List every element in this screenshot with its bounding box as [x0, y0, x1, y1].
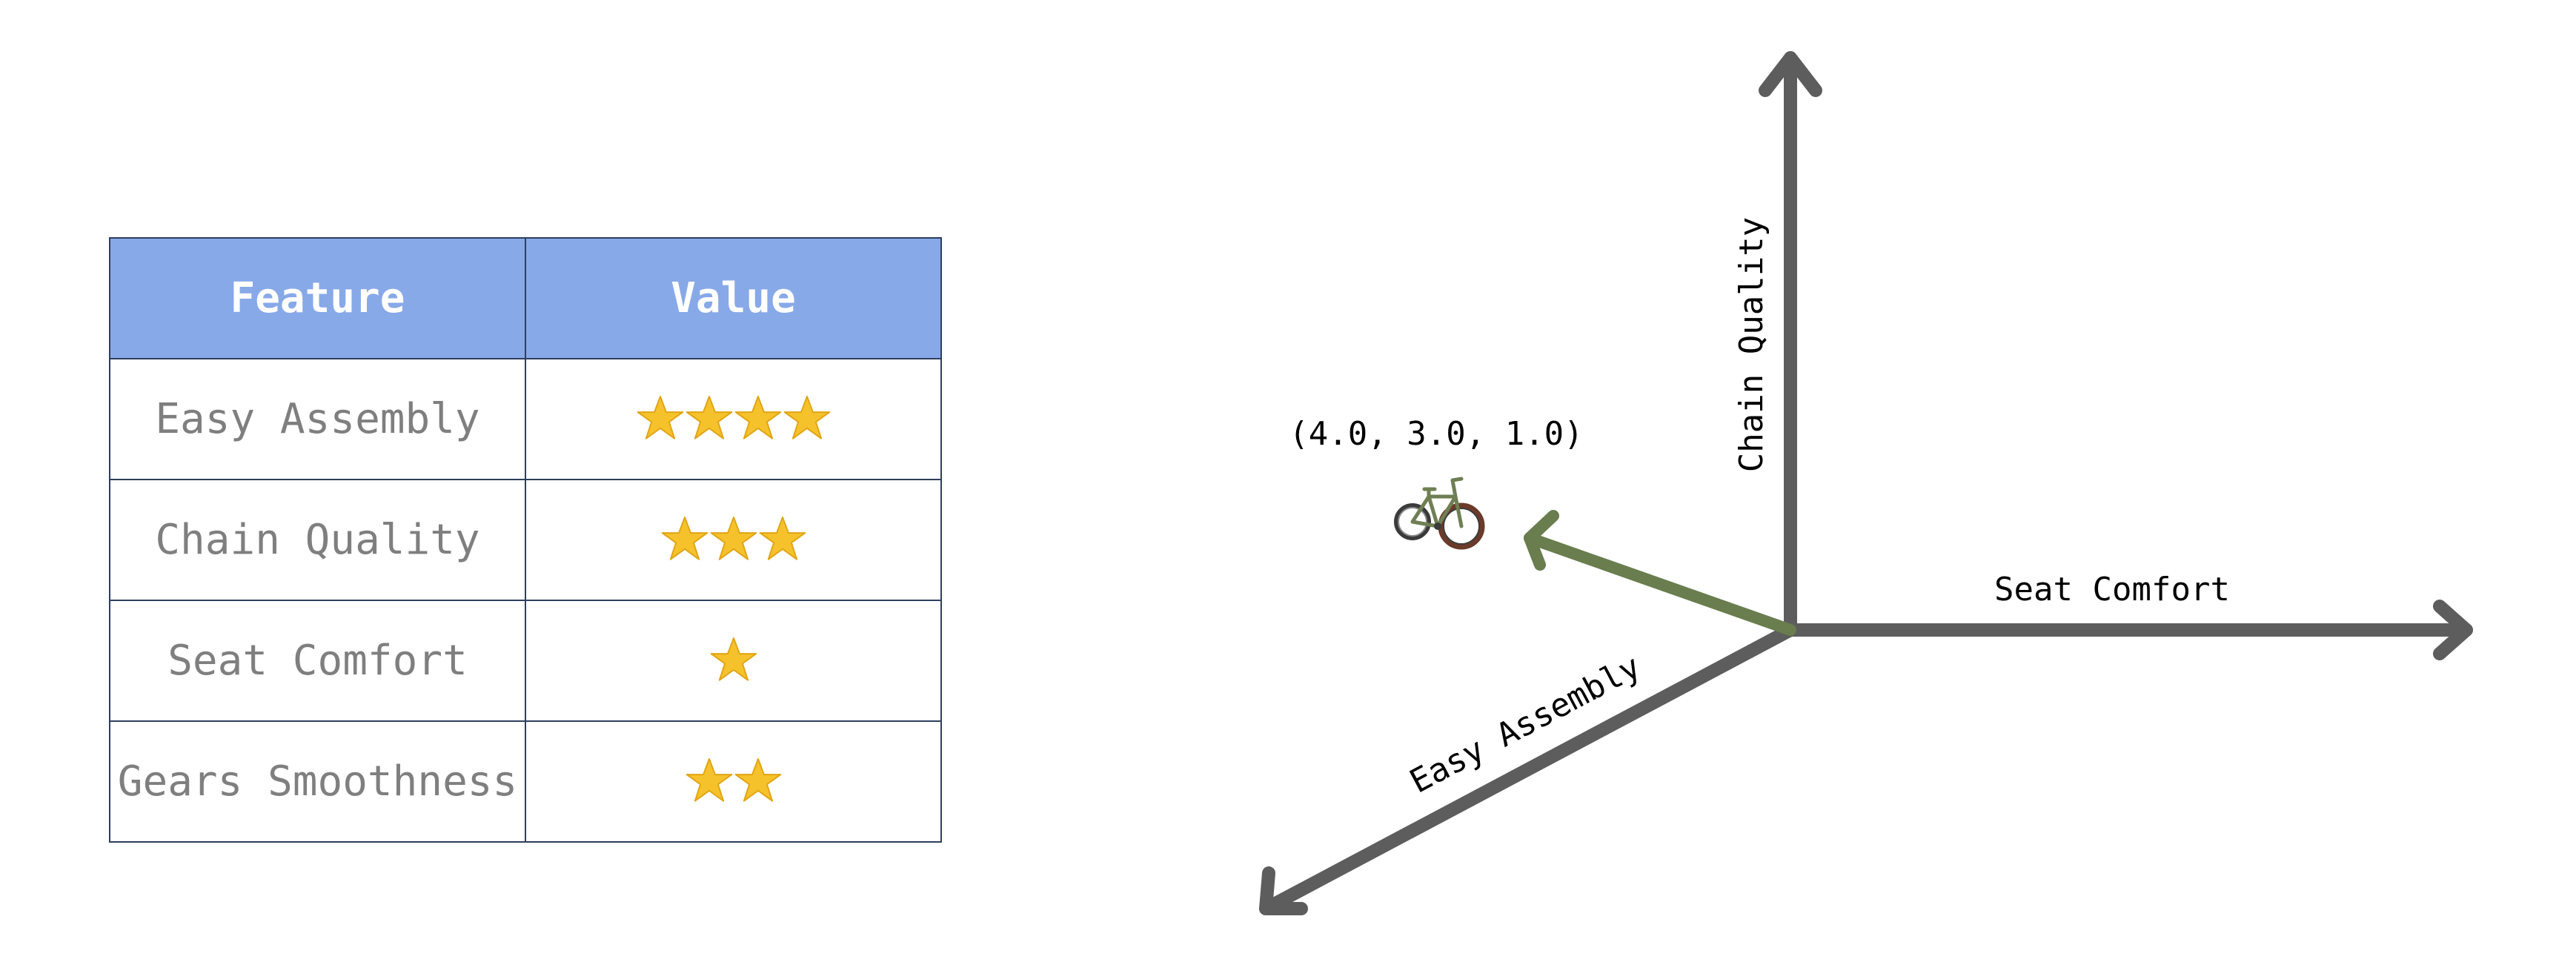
vector-line [1524, 532, 1796, 636]
axes [1259, 51, 2473, 915]
star-icon [709, 514, 758, 563]
star-icon [660, 514, 709, 563]
bicycle-icon [1394, 477, 1485, 550]
table-row: Easy Assembly [109, 358, 942, 480]
table-row: Gears Smoothness [109, 720, 942, 843]
table-row: Seat Comfort [109, 600, 942, 722]
feature-table: Feature Value Easy Assembly Chain Qualit… [109, 237, 942, 843]
star-icon [758, 514, 807, 563]
star-rating [685, 756, 783, 805]
star-icon [685, 394, 734, 442]
feature-name: Gears Smoothness [109, 720, 526, 843]
star-icon [685, 756, 734, 805]
rating-cell [525, 600, 942, 722]
vector-arrowhead [1524, 510, 1559, 571]
star-icon [636, 394, 685, 442]
star-rating [660, 514, 807, 563]
star-icon [734, 394, 783, 442]
data-vector [1524, 510, 1796, 636]
axis-diagonal-arrowhead [1259, 866, 1308, 915]
star-icon [709, 635, 758, 684]
rating-cell [525, 479, 942, 601]
axis-vertical-arrowhead [1759, 51, 1822, 97]
table-header-row: Feature Value [109, 237, 942, 359]
star-rating [636, 394, 831, 442]
feature-name: Seat Comfort [109, 600, 526, 722]
feature-name: Chain Quality [109, 479, 526, 601]
rating-cell [525, 358, 942, 480]
axis-horizontal-arrowhead [2433, 600, 2473, 660]
feature-name: Easy Assembly [109, 358, 526, 480]
axis-label-seat-comfort: Seat Comfort [1994, 571, 2230, 608]
header-feature: Feature [109, 237, 526, 359]
table-row: Chain Quality [109, 479, 942, 601]
axis-diagonal [1259, 623, 1797, 915]
star-icon [783, 394, 831, 442]
point-label: (4.0, 3.0, 1.0) [1289, 415, 1583, 453]
rating-cell [525, 720, 942, 843]
star-rating [709, 635, 758, 684]
star-icon [734, 756, 783, 805]
axis-label-chain-quality: Chain Quality [1733, 217, 1770, 472]
header-value: Value [525, 237, 942, 359]
